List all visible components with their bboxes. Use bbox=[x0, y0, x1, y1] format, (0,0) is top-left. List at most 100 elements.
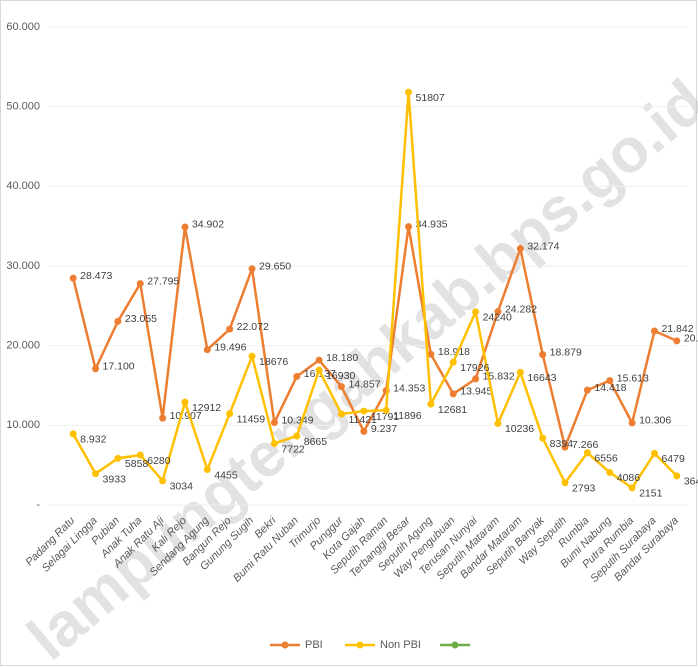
data-label: 11459 bbox=[237, 413, 266, 425]
point bbox=[226, 410, 234, 418]
point bbox=[628, 419, 636, 427]
point bbox=[159, 414, 167, 422]
data-label: 12681 bbox=[438, 404, 467, 416]
point bbox=[650, 327, 658, 335]
point bbox=[449, 358, 457, 366]
data-label: 18676 bbox=[259, 356, 288, 368]
data-label: 4086 bbox=[617, 472, 641, 484]
y-tick-label: 20.000 bbox=[6, 340, 40, 352]
point bbox=[539, 351, 547, 359]
y-tick-label: 30.000 bbox=[6, 260, 40, 272]
point bbox=[114, 317, 122, 325]
point bbox=[136, 280, 144, 288]
data-label: 3034 bbox=[170, 481, 194, 493]
data-label: 10.349 bbox=[281, 414, 313, 426]
point bbox=[516, 368, 524, 376]
data-label: 7722 bbox=[281, 443, 305, 455]
data-label: 12912 bbox=[192, 402, 221, 414]
data-label: 20.604 bbox=[684, 333, 698, 345]
point bbox=[337, 383, 345, 391]
data-label: 34.902 bbox=[192, 219, 224, 231]
data-label: 32.174 bbox=[527, 240, 559, 252]
y-tick-label: 10.000 bbox=[6, 419, 40, 431]
legend-label: Non PBI bbox=[380, 639, 421, 651]
data-label: 11791 bbox=[371, 411, 400, 423]
point bbox=[427, 350, 435, 358]
data-label: 11896 bbox=[393, 410, 422, 422]
point bbox=[472, 308, 480, 316]
data-label: 7.266 bbox=[572, 439, 598, 451]
data-label: 22.072 bbox=[237, 321, 269, 333]
point bbox=[583, 449, 591, 457]
point bbox=[337, 410, 345, 418]
series-line bbox=[72, 92, 678, 490]
point bbox=[92, 470, 100, 478]
point bbox=[606, 468, 614, 476]
point bbox=[181, 223, 189, 231]
data-label: 9.237 bbox=[371, 423, 397, 435]
y-tick-label: - bbox=[36, 499, 40, 511]
point bbox=[472, 375, 480, 383]
data-label: 13.945 bbox=[460, 386, 492, 398]
data-label: 16930 bbox=[326, 370, 355, 382]
data-label: 11421 bbox=[348, 414, 377, 426]
point bbox=[270, 419, 278, 427]
legend-label: PBI bbox=[305, 639, 323, 651]
point bbox=[226, 325, 234, 333]
data-label: 6280 bbox=[147, 455, 171, 467]
data-label: 14.857 bbox=[348, 378, 380, 390]
data-label: 23.055 bbox=[125, 313, 157, 325]
data-label: 17926 bbox=[460, 362, 489, 374]
point bbox=[382, 406, 390, 414]
point bbox=[293, 432, 301, 440]
data-label: 2793 bbox=[572, 483, 596, 495]
point bbox=[315, 356, 323, 364]
point bbox=[159, 477, 167, 485]
data-label: 16643 bbox=[527, 372, 556, 384]
data-label: 51807 bbox=[416, 92, 445, 104]
point bbox=[360, 407, 368, 415]
data-label: 8665 bbox=[304, 436, 328, 448]
point bbox=[673, 337, 681, 345]
point bbox=[136, 451, 144, 459]
data-label: 6556 bbox=[594, 453, 618, 465]
data-label: 3933 bbox=[103, 473, 127, 485]
point bbox=[293, 372, 301, 380]
data-label: 24.282 bbox=[505, 303, 537, 315]
data-label: 17.100 bbox=[103, 361, 135, 373]
point bbox=[203, 346, 211, 354]
point bbox=[114, 454, 122, 462]
point bbox=[583, 386, 591, 394]
data-label: 15.613 bbox=[617, 372, 649, 384]
data-label: 3647 bbox=[684, 476, 698, 488]
point bbox=[69, 430, 77, 438]
point bbox=[606, 377, 614, 385]
y-tick-label: 40.000 bbox=[6, 180, 40, 192]
point bbox=[405, 223, 413, 231]
point bbox=[561, 443, 569, 451]
data-label: 14.353 bbox=[393, 382, 425, 394]
data-label: 18.879 bbox=[550, 346, 582, 358]
y-tick-label: 50.000 bbox=[6, 101, 40, 113]
data-label: 34.935 bbox=[416, 218, 448, 230]
data-label: 10.306 bbox=[639, 415, 671, 427]
point bbox=[248, 265, 256, 273]
point bbox=[248, 352, 256, 360]
point bbox=[69, 274, 77, 282]
point bbox=[539, 434, 547, 442]
data-label: 2151 bbox=[639, 488, 663, 500]
data-label: 10236 bbox=[505, 423, 534, 435]
data-label: 5858 bbox=[125, 458, 149, 470]
data-label: 6479 bbox=[661, 453, 685, 465]
point bbox=[516, 245, 524, 253]
point bbox=[628, 484, 636, 492]
legend-marker bbox=[451, 641, 459, 649]
data-label: 27.795 bbox=[147, 275, 179, 287]
point bbox=[92, 365, 100, 373]
data-label: 14.418 bbox=[594, 382, 626, 394]
point bbox=[449, 390, 457, 398]
point bbox=[181, 398, 189, 406]
data-label: 29.650 bbox=[259, 261, 291, 273]
